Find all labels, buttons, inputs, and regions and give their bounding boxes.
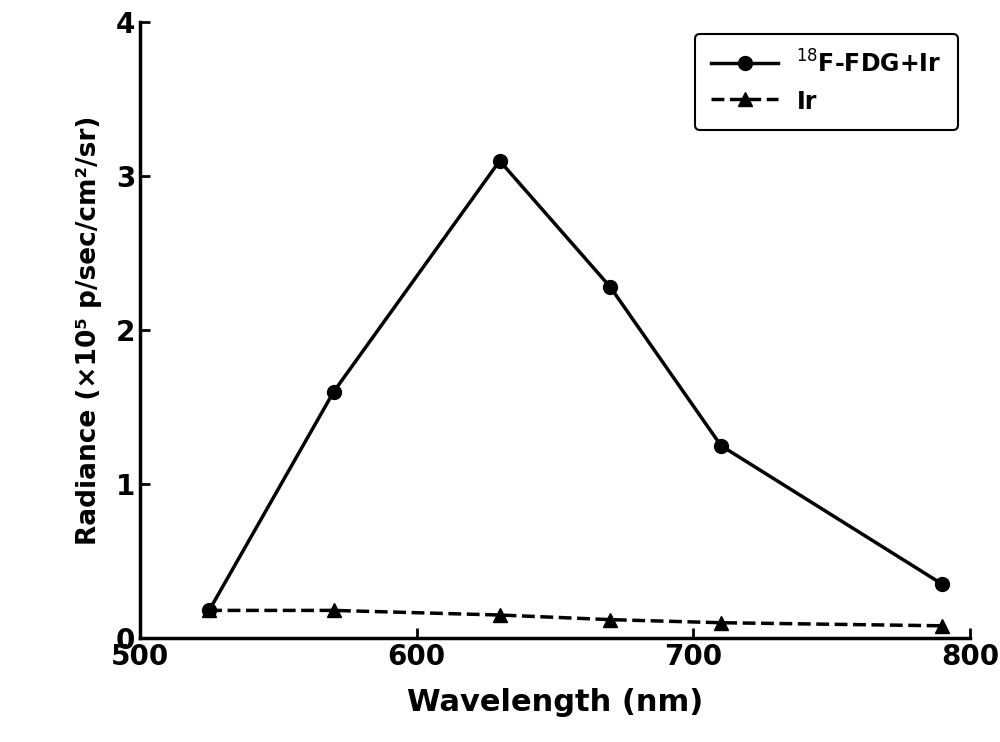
Ir [494,611,506,620]
Ir [328,606,340,615]
Ir [936,621,948,630]
Ir [715,618,727,627]
$^{18}$F-FDG+Ir [328,387,340,396]
$^{18}$F-FDG+Ir [715,441,727,450]
Line: Ir: Ir [202,603,949,633]
$^{18}$F-FDG+Ir [936,580,948,588]
X-axis label: Wavelength (nm): Wavelength (nm) [407,688,703,717]
$^{18}$F-FDG+Ir [604,283,616,292]
$^{18}$F-FDG+Ir [203,606,215,615]
$^{18}$F-FDG+Ir [494,157,506,165]
Ir [604,615,616,624]
Ir [203,606,215,615]
Line: $^{18}$F-FDG+Ir: $^{18}$F-FDG+Ir [202,154,949,617]
Y-axis label: Radiance (×10⁵ p/sec/cm²/sr): Radiance (×10⁵ p/sec/cm²/sr) [76,116,102,545]
Legend: $^{18}$F-FDG+Ir, Ir: $^{18}$F-FDG+Ir, Ir [695,34,958,130]
